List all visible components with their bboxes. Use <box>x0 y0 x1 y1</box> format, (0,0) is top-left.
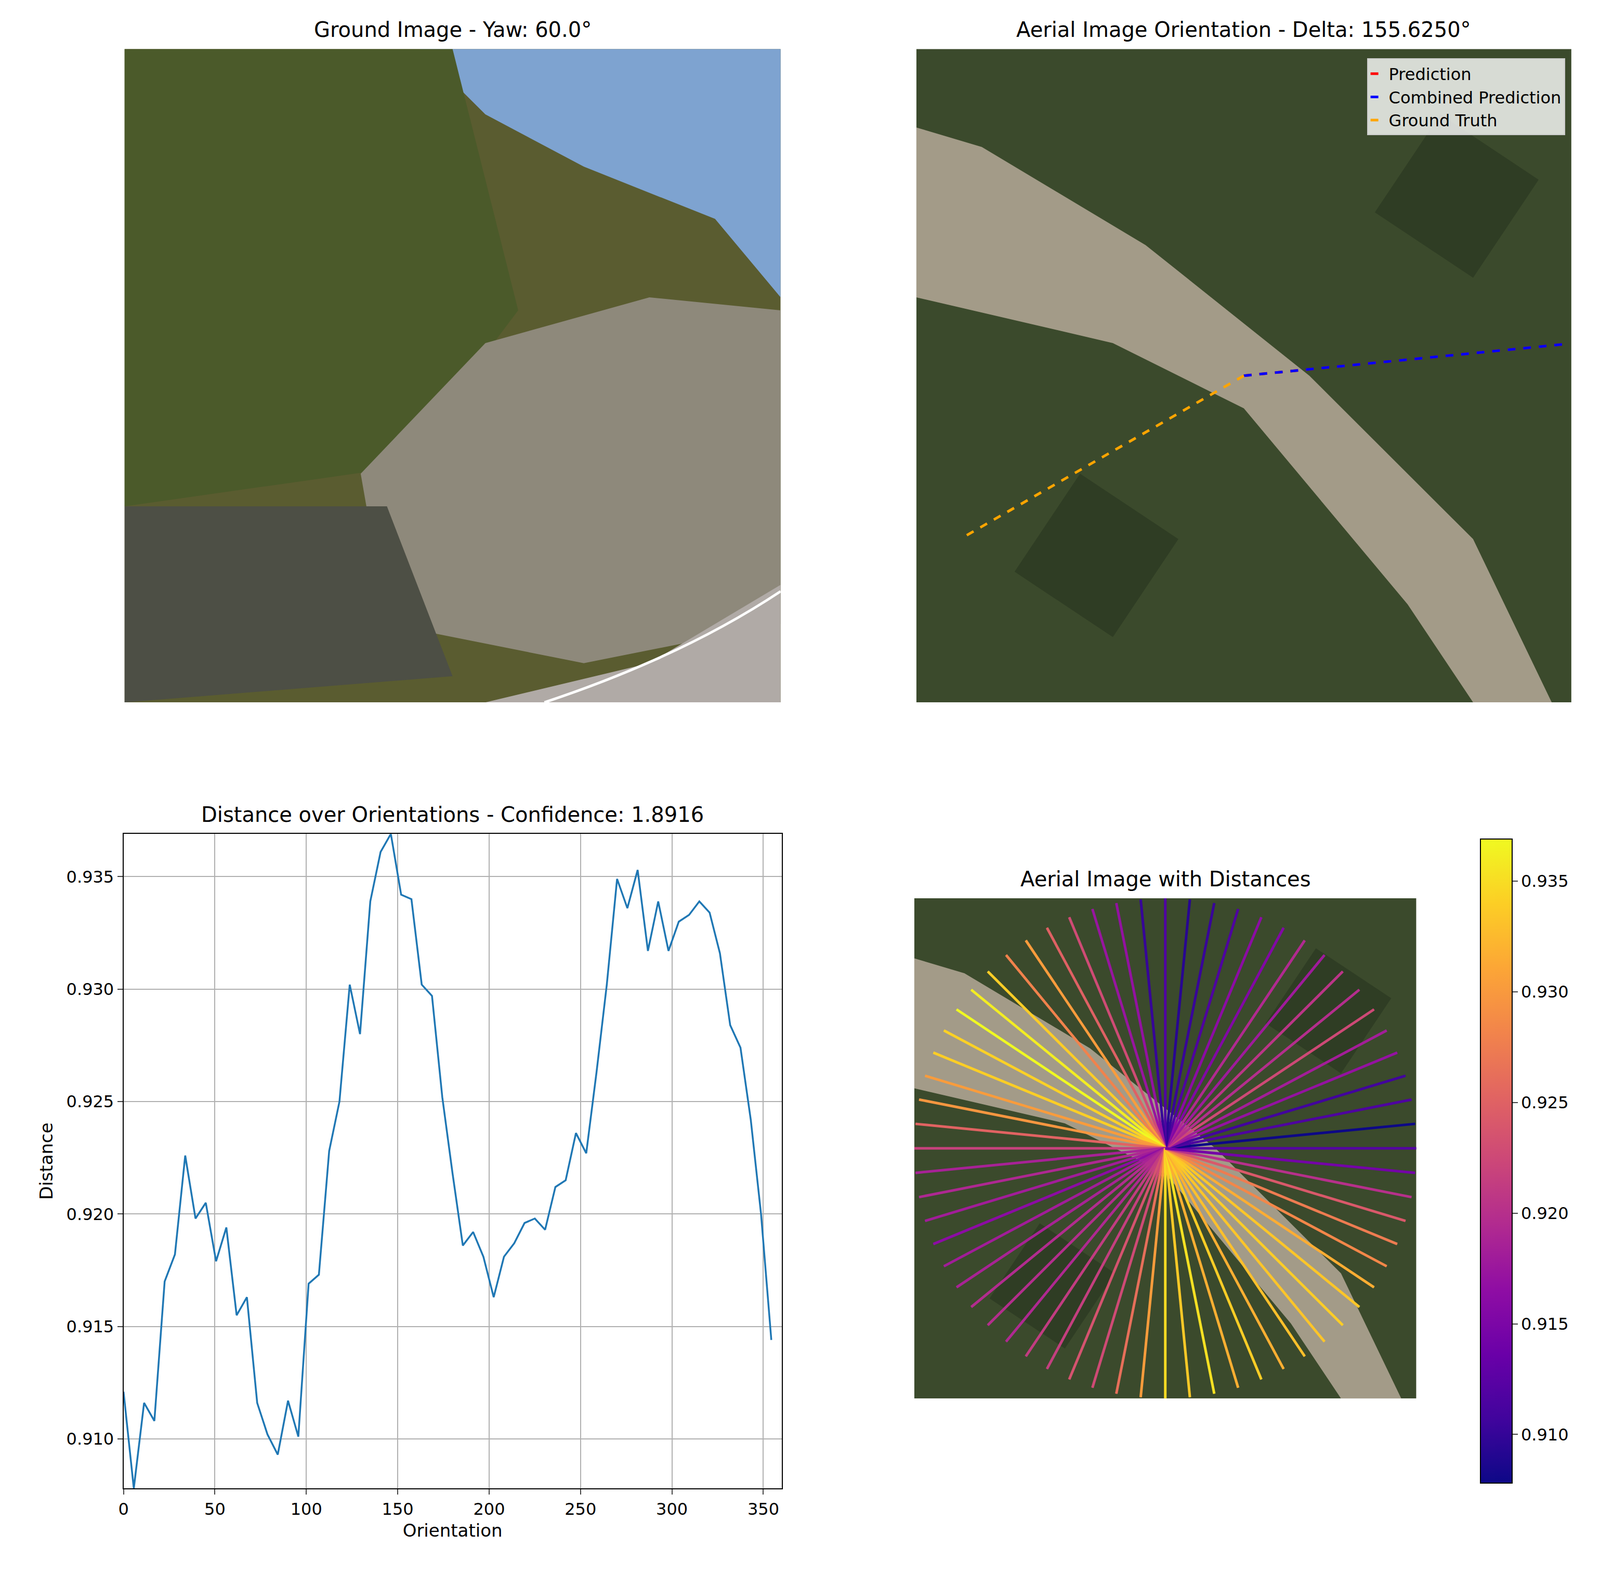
svg-text:250: 250 <box>564 1499 597 1519</box>
svg-text:200: 200 <box>473 1499 505 1519</box>
svg-text:0.910: 0.910 <box>1520 1424 1569 1445</box>
svg-text:Ground Image - Yaw: 60.0°: Ground Image - Yaw: 60.0° <box>313 17 592 42</box>
svg-text:Orientation: Orientation <box>402 1519 503 1541</box>
svg-text:0.920: 0.920 <box>66 1204 115 1225</box>
svg-text:0.920: 0.920 <box>1520 1203 1569 1224</box>
svg-text:350: 350 <box>747 1499 780 1519</box>
svg-text:Distance: Distance <box>35 1122 57 1200</box>
svg-text:Prediction: Prediction <box>1388 64 1472 85</box>
svg-text:300: 300 <box>656 1499 688 1519</box>
svg-text:Aerial Image with Distances: Aerial Image with Distances <box>1020 867 1311 891</box>
svg-text:Distance over Orientations - C: Distance over Orientations - Confidence:… <box>201 802 704 827</box>
svg-text:100: 100 <box>290 1499 323 1519</box>
svg-text:Ground Truth: Ground Truth <box>1388 110 1498 131</box>
svg-text:0.930: 0.930 <box>66 979 115 1000</box>
svg-text:0.925: 0.925 <box>1520 1092 1569 1113</box>
svg-text:Aerial Image Orientation - Del: Aerial Image Orientation - Delta: 155.62… <box>1016 17 1472 42</box>
svg-text:0.915: 0.915 <box>1520 1314 1569 1334</box>
svg-text:0.925: 0.925 <box>66 1091 115 1112</box>
svg-text:50: 50 <box>204 1499 226 1519</box>
svg-text:0: 0 <box>117 1499 129 1519</box>
svg-text:Combined Prediction: Combined Prediction <box>1388 87 1562 108</box>
svg-text:150: 150 <box>382 1499 414 1519</box>
svg-text:0.910: 0.910 <box>66 1428 115 1449</box>
svg-text:0.930: 0.930 <box>1520 981 1569 1002</box>
svg-text:0.935: 0.935 <box>66 867 115 887</box>
svg-text:0.915: 0.915 <box>66 1316 115 1337</box>
svg-text:0.935: 0.935 <box>1520 871 1569 891</box>
